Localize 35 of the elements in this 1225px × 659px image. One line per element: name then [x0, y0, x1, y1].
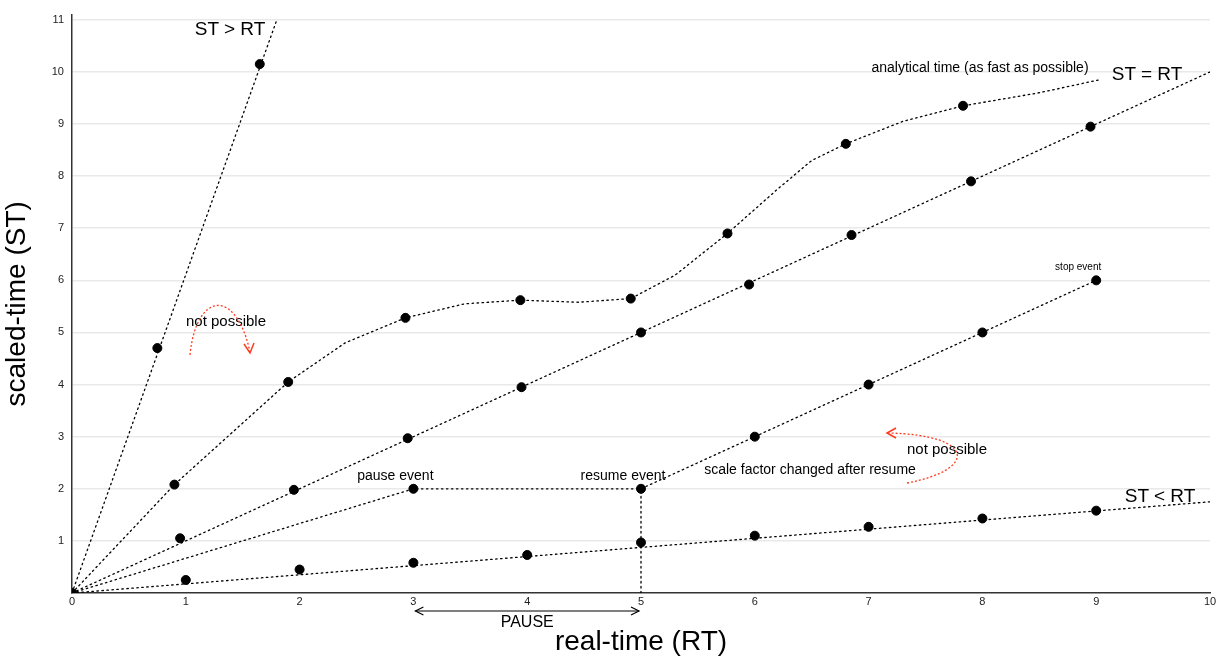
annotation: ST > RT [194, 18, 266, 40]
annotation: resume event [580, 466, 666, 483]
y-tick-label: 11 [52, 12, 64, 25]
y-tick-label: 2 [57, 481, 64, 494]
x-tick-label: 10 [1203, 594, 1217, 607]
x-tick-label: 1 [182, 594, 189, 607]
y-tick-label: 8 [57, 169, 64, 182]
x-tick-label: 4 [524, 594, 531, 607]
y-tick-label: 3 [57, 429, 64, 442]
annotation: pause event [357, 466, 434, 483]
x-tick-label: 5 [637, 594, 645, 607]
y-tick-label: 7 [57, 221, 64, 234]
x-tick-label: 6 [751, 594, 758, 607]
y-tick-label: 9 [57, 117, 64, 130]
y-tick-label: 1 [57, 533, 64, 546]
x-tick-label: 9 [1093, 594, 1100, 607]
annotation: ST = RT [1111, 63, 1183, 85]
x-tick-label: 0 [68, 594, 76, 607]
x-axis-title: real-time (RT) [554, 624, 728, 656]
y-tick-label: 4 [57, 377, 64, 390]
annotation: not possible [185, 312, 267, 330]
y-tick-label: 10 [51, 64, 64, 77]
annotation: not possible [906, 440, 988, 458]
x-tick-label: 2 [296, 594, 303, 607]
x-tick-label: 3 [410, 594, 417, 607]
x-tick-label: 7 [865, 594, 872, 607]
annotation: analytical time (as fast as possible) [871, 58, 1089, 75]
y-tick-label: 6 [57, 273, 64, 286]
annotation: scale factor changed after resume [704, 460, 917, 477]
text: PAUSE [500, 613, 554, 631]
y-axis-title: scaled-time (ST) [0, 201, 31, 407]
x-tick-label: 8 [979, 594, 986, 607]
annotation: ST < RT [1124, 485, 1196, 507]
y-tick-label: 5 [57, 325, 64, 338]
annotation: stop event [1055, 261, 1102, 273]
